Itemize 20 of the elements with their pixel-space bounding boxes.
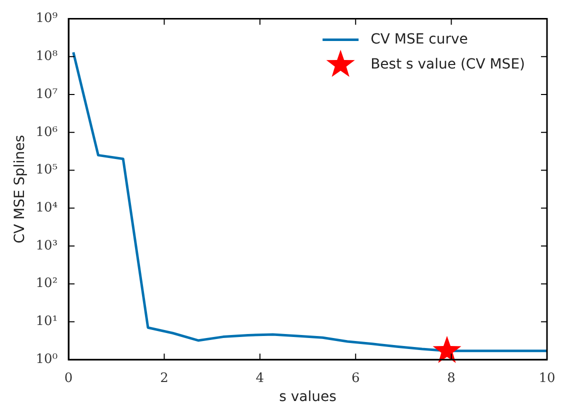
y-tick-label: 10⁷ (36, 86, 58, 102)
y-tick-label: 10⁶ (36, 124, 58, 140)
legend-label: Best s value (CV MSE) (370, 56, 526, 72)
x-tick-label: 2 (160, 370, 168, 386)
x-tick-label: 8 (447, 370, 456, 386)
x-tick-label: 10 (538, 370, 556, 386)
x-tick-label: 4 (256, 370, 264, 386)
y-tick-label: 10⁴ (36, 200, 58, 216)
x-tick-label: 6 (351, 370, 360, 386)
y-tick-label: 10⁵ (36, 162, 58, 178)
y-tick-label: 10³ (36, 238, 58, 254)
y-tick-label: 10⁹ (36, 11, 58, 26)
y-tick-label: 10¹ (36, 314, 58, 330)
x-axis-title: s values (279, 389, 336, 406)
x-tick-label: 0 (64, 370, 73, 386)
legend-label: CV MSE curve (370, 31, 468, 48)
y-tick-label: 10⁰ (36, 352, 58, 367)
y-tick-label: 10² (36, 276, 58, 292)
y-tick-label: 10⁸ (36, 49, 58, 64)
y-axis-title: CV MSE Splines (12, 134, 28, 244)
